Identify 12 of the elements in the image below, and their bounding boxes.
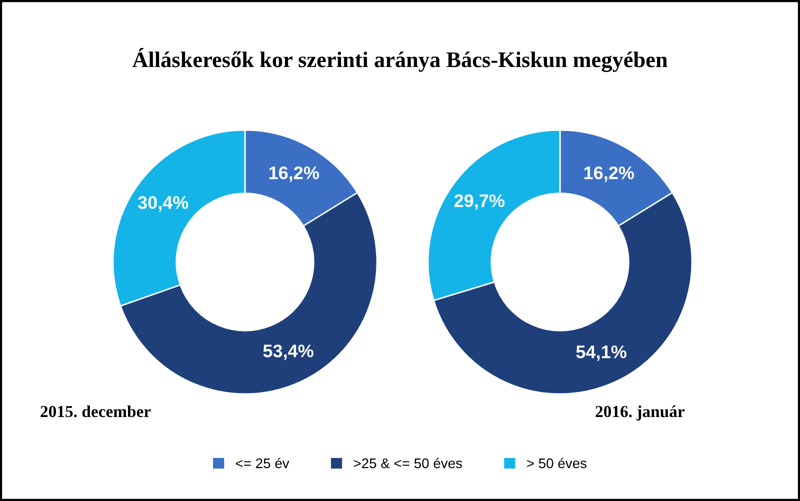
- data-label: 30,4%: [138, 196, 188, 212]
- legend-label: > 50 éves: [527, 458, 586, 468]
- data-label: 53,4%: [263, 344, 314, 360]
- legend-label: >25 & <= 50 éves: [354, 458, 462, 468]
- data-label: 29,7%: [454, 194, 505, 210]
- data-label: 16,2%: [584, 166, 634, 182]
- data-label: 16,2%: [269, 166, 320, 182]
- chart-title: Álláskeresők kor szerinti aránya Bács-Kiskun megyében: [132, 48, 668, 72]
- legend-label: <= 25 év: [236, 458, 290, 468]
- text: 2015. december: [40, 405, 151, 418]
- data-label: 54,1%: [576, 346, 626, 361]
- text: 2016. január: [596, 405, 684, 421]
